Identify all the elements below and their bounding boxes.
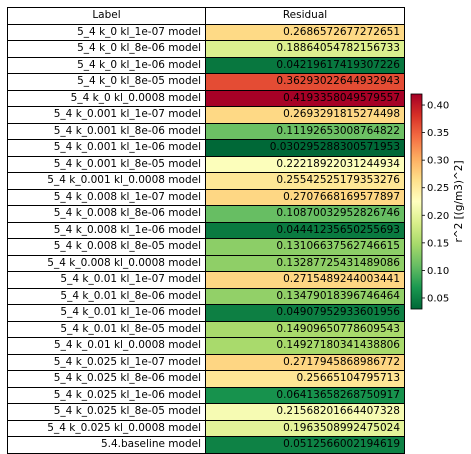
table-row: 5_4 k_0.001 kl_1e-06 model 0.030295288300… bbox=[7, 139, 405, 157]
residual-cell: 0.2707668169577897 bbox=[205, 188, 405, 206]
residual-cell: 0.25542525179353276 bbox=[205, 172, 405, 190]
table-row: 5_4 k_0.008 kl_0.0008 model 0.13287725431… bbox=[7, 254, 405, 272]
row-label: 5_4 k_0.025 kl_0.0008 model bbox=[7, 419, 206, 437]
residual-cell: 0.18864054782156733 bbox=[205, 40, 405, 58]
colorbar-tick-label: 0.20 bbox=[427, 211, 449, 222]
table-row: 5_4 k_0.025 kl_1e-06 model 0.064136582687… bbox=[7, 386, 405, 404]
residual-cell: 0.04219617419307226 bbox=[205, 56, 405, 74]
table-row: 5_4 k_0.025 kl_0.0008 model 0.19635089924… bbox=[7, 419, 405, 437]
table-row: 5_4 k_0.025 kl_8e-06 model 0.256651047957… bbox=[7, 370, 405, 388]
row-label: 5.4.baseline model bbox=[7, 436, 206, 454]
table-row: 5.4.baseline model 0.0512566002194619 bbox=[7, 436, 405, 454]
table-row: 5_4 k_0.01 kl_1e-07 model 0.2715489244003… bbox=[7, 271, 405, 289]
table-row: 5_4 k_0.01 kl_0.0008 model 0.149271803414… bbox=[7, 337, 405, 355]
table-row: 5_4 k_0.008 kl_8e-05 model 0.131066375627… bbox=[7, 238, 405, 256]
row-label: 5_4 k_0 kl_8e-05 model bbox=[7, 73, 206, 91]
residual-cell: 0.13106637562746615 bbox=[205, 238, 405, 256]
table-row: 5_4 k_0.008 kl_8e-06 model 0.108700329528… bbox=[7, 205, 405, 223]
table-row: 5_4 k_0.008 kl_1e-07 model 0.270766816957… bbox=[7, 188, 405, 206]
row-label: 5_4 k_0.008 kl_1e-07 model bbox=[7, 188, 206, 206]
residual-cell: 0.2715489244003441 bbox=[205, 271, 405, 289]
table-row: 5_4 k_0 kl_1e-06 model 0.0421961741930722… bbox=[7, 56, 405, 74]
colorbar-tick-label: 0.15 bbox=[427, 238, 449, 249]
table-row: 5_4 k_0 kl_8e-06 model 0.1886405478215673… bbox=[7, 40, 405, 58]
colorbar-label: r^2 [(g/m3)^2] bbox=[453, 160, 465, 242]
residual-cell: 0.14927180341438806 bbox=[205, 337, 405, 355]
table-row: 5_4 k_0 kl_0.0008 model 0.419335804957955… bbox=[7, 89, 405, 107]
row-label: 5_4 k_0.025 kl_8e-06 model bbox=[7, 370, 206, 388]
row-label: 5_4 k_0.001 kl_0.0008 model bbox=[7, 172, 206, 190]
colorbar-tick-label: 0.25 bbox=[427, 183, 449, 194]
colorbar-gradient bbox=[410, 93, 423, 310]
residual-cell: 0.14909650778609543 bbox=[205, 320, 405, 338]
residual-cell: 0.2717945868986772 bbox=[205, 353, 405, 371]
row-label: 5_4 k_0.025 kl_1e-07 model bbox=[7, 353, 206, 371]
row-label: 5_4 k_0.008 kl_8e-06 model bbox=[7, 205, 206, 223]
row-label: 5_4 k_0.025 kl_8e-05 model bbox=[7, 403, 206, 421]
row-label: 5_4 k_0.001 kl_1e-06 model bbox=[7, 139, 206, 157]
row-label: 5_4 k_0.001 kl_8e-06 model bbox=[7, 122, 206, 140]
table-row: 5_4 k_0.01 kl_1e-06 model 0.0490795293360… bbox=[7, 304, 405, 322]
residual-cell: 0.25665104795713 bbox=[205, 370, 405, 388]
table-row: 5_4 k_0.001 kl_0.0008 model 0.25542525179… bbox=[7, 172, 405, 190]
table-row: 5_4 k_0.001 kl_8e-06 model 0.111926530087… bbox=[7, 122, 405, 140]
residual-cell: 0.0512566002194619 bbox=[205, 436, 405, 454]
row-label: 5_4 k_0.001 kl_1e-07 model bbox=[7, 106, 206, 124]
row-label: 5_4 k_0.008 kl_0.0008 model bbox=[7, 254, 206, 272]
table-row: 5_4 k_0.01 kl_8e-05 model 0.1490965077860… bbox=[7, 320, 405, 338]
table-row: 5_4 k_0.001 kl_1e-07 model 0.269329181527… bbox=[7, 106, 405, 124]
residual-cell: 0.1963508992475024 bbox=[205, 419, 405, 437]
colorbar-tick-label: 0.10 bbox=[427, 266, 449, 277]
residual-cell: 0.11192653008764822 bbox=[205, 122, 405, 140]
colorbar-tick-label: 0.40 bbox=[427, 101, 449, 112]
colorbar-tick-label: 0.35 bbox=[427, 128, 449, 139]
colorbar-tick-label: 0.30 bbox=[427, 156, 449, 167]
table-row: 5_4 k_0.025 kl_1e-07 model 0.271794586898… bbox=[7, 353, 405, 371]
residual-cell: 0.13287725431489086 bbox=[205, 254, 405, 272]
colorbar: 0.05 0.10 0.15 0.20 0.25 0.30 0.35 0.40 r^2 [(g/… bbox=[410, 93, 465, 310]
residual-cell: 0.21568201664407328 bbox=[205, 403, 405, 421]
residual-cell: 0.06413658268750917 bbox=[205, 386, 405, 404]
table-row: 5_4 k_0 kl_8e-05 model 0.3629302264493294… bbox=[7, 73, 405, 91]
residual-cell: 0.2693291815274498 bbox=[205, 106, 405, 124]
residual-cell: 0.04907952933601956 bbox=[205, 304, 405, 322]
colorbar-tick-label: 0.05 bbox=[427, 293, 449, 304]
table-row: 5_4 k_0.01 kl_8e-06 model 0.1347901839674… bbox=[7, 287, 405, 305]
table-row: 5_4 k_0.025 kl_8e-05 model 0.215682016644… bbox=[7, 403, 405, 421]
